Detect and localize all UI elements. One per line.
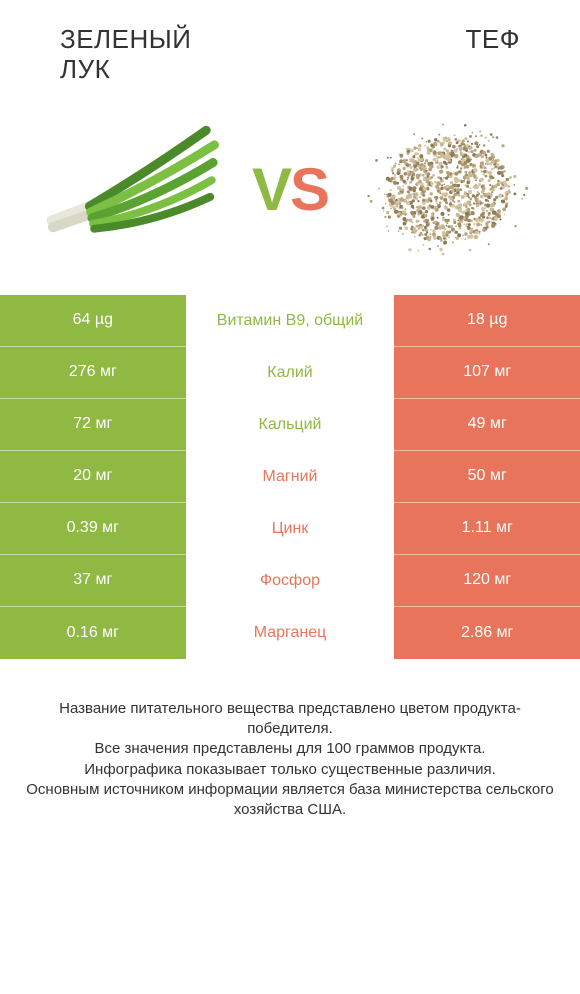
value-left: 276 мг — [0, 347, 186, 399]
value-right: 107 мг — [394, 347, 580, 399]
value-left: 72 мг — [0, 399, 186, 451]
value-right: 1.11 мг — [394, 503, 580, 555]
nutrient-label: Калий — [186, 347, 395, 399]
value-right: 2.86 мг — [394, 607, 580, 659]
title-left: ЗЕЛЕНЫЙЛУК — [60, 25, 290, 85]
table-row: 37 мгФосфор120 мг — [0, 555, 580, 607]
table-row: 0.16 мгМарганец2.86 мг — [0, 607, 580, 659]
title-right: ТЕФ — [290, 25, 520, 55]
table-row: 276 мгКалий107 мг — [0, 347, 580, 399]
value-left: 20 мг — [0, 451, 186, 503]
value-right: 18 µg — [394, 295, 580, 347]
footer-notes: Название питательного вещества представл… — [0, 659, 580, 821]
table-row: 0.39 мгЦинк1.11 мг — [0, 503, 580, 555]
header: ЗЕЛЕНЫЙЛУК ТЕФ — [0, 0, 580, 85]
vs-s: S — [290, 155, 328, 224]
nutrient-label: Фосфор — [186, 555, 395, 607]
table-row: 72 мгКальций49 мг — [0, 399, 580, 451]
value-left: 0.39 мг — [0, 503, 186, 555]
comparison-table: 64 µgВитамин B9, общий18 µg276 мгКалий10… — [0, 295, 580, 659]
nutrient-label: Кальций — [186, 399, 395, 451]
image-teff — [348, 115, 548, 265]
value-right: 49 мг — [394, 399, 580, 451]
table-row: 64 µgВитамин B9, общий18 µg — [0, 295, 580, 347]
footer-line: Все значения представлены для 100 граммо… — [20, 739, 560, 759]
value-left: 37 мг — [0, 555, 186, 607]
value-left: 64 µg — [0, 295, 186, 347]
footer-line: Инфографика показывает только существенн… — [20, 760, 560, 780]
footer-line: Название питательного вещества представл… — [20, 699, 560, 740]
value-left: 0.16 мг — [0, 607, 186, 659]
nutrient-label: Марганец — [186, 607, 395, 659]
table-row: 20 мгМагний50 мг — [0, 451, 580, 503]
vs-label: VS — [252, 155, 328, 224]
nutrient-label: Магний — [186, 451, 395, 503]
image-green-onion — [32, 115, 232, 265]
nutrient-label: Цинк — [186, 503, 395, 555]
hero-row: VS — [0, 85, 580, 295]
value-right: 50 мг — [394, 451, 580, 503]
value-right: 120 мг — [394, 555, 580, 607]
footer-line: Основным источником информации является … — [20, 780, 560, 821]
nutrient-label: Витамин B9, общий — [186, 295, 395, 347]
vs-v: V — [252, 155, 290, 224]
